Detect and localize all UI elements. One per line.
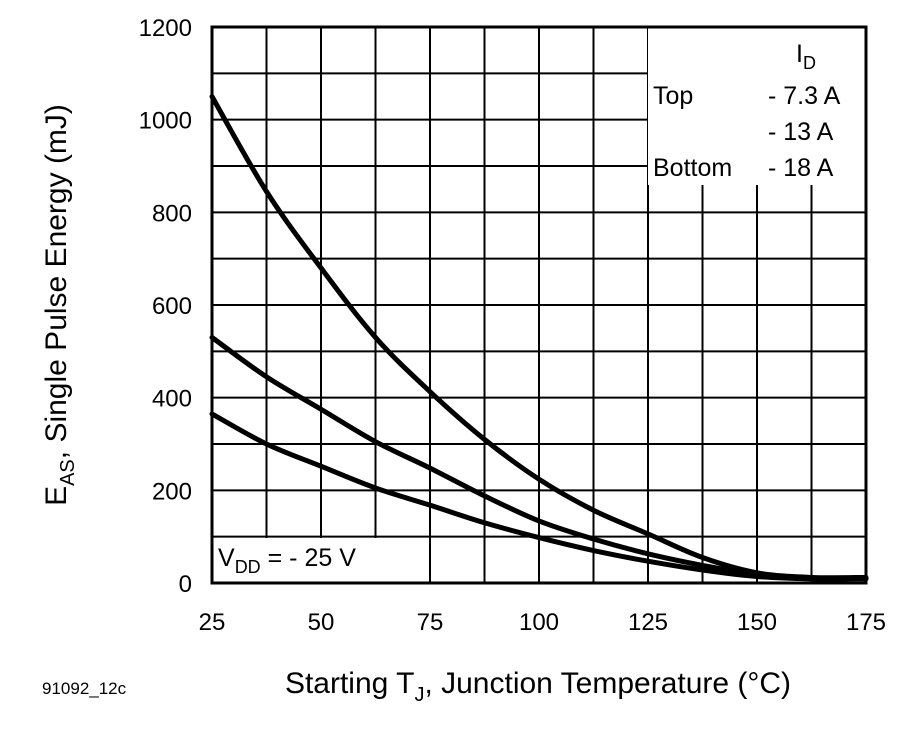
- x-tick-label: 150: [737, 609, 777, 636]
- legend-value-middle: - 13 A: [768, 118, 834, 146]
- legend-header: ID: [796, 40, 816, 73]
- x-tick-label: 50: [308, 609, 335, 636]
- legend: ID Top - 7.3 A - 13 A Bottom - 18 A: [653, 40, 841, 182]
- curves: [209, 94, 869, 582]
- annotation-background: [213, 538, 385, 582]
- legend-value-top: - 7.3 A: [768, 82, 841, 110]
- y-tick-label: 200: [152, 478, 192, 505]
- legend-value-bottom: - 18 A: [768, 154, 834, 182]
- x-tick-label: 75: [417, 609, 444, 636]
- x-tick-label: 25: [199, 609, 226, 636]
- x-tick-label: 125: [628, 609, 668, 636]
- series-line-2: [209, 411, 869, 582]
- y-tick-label: 0: [179, 571, 192, 598]
- y-tick-label: 400: [152, 386, 192, 413]
- y-tick-label: 600: [152, 293, 192, 320]
- legend-background: [648, 28, 865, 185]
- y-tick-label: 1200: [139, 15, 192, 42]
- x-tick-label: 175: [846, 609, 886, 636]
- y-axis-label: EAS, Single Pulse Energy (mJ): [40, 104, 79, 506]
- plot-frame: [210, 25, 868, 585]
- annotation-vdd: VDD = - 25 V: [218, 544, 356, 577]
- x-tick-labels: 25 50 75 100 125 150 175: [199, 609, 886, 636]
- x-tick-label: 100: [519, 609, 559, 636]
- y-tick-label: 800: [152, 200, 192, 227]
- legend-label-bottom: Bottom: [653, 154, 732, 182]
- y-tick-labels: 0 200 400 600 800 1000 1200: [139, 15, 192, 598]
- x-axis-label: Starting TJ, Junction Temperature (°C): [285, 667, 791, 706]
- legend-label-top: Top: [653, 82, 693, 110]
- figure-id: 91092_12c: [42, 679, 127, 698]
- y-tick-label: 1000: [139, 108, 192, 135]
